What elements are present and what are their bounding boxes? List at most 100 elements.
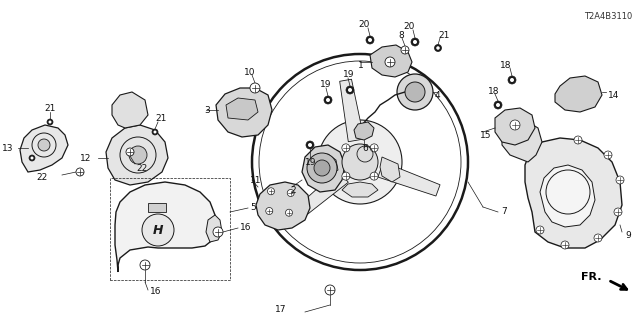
Circle shape — [436, 46, 440, 50]
Circle shape — [496, 103, 500, 107]
Polygon shape — [226, 98, 258, 120]
Text: FR.: FR. — [582, 272, 602, 282]
Polygon shape — [115, 182, 215, 272]
Text: 10: 10 — [244, 68, 255, 76]
Text: 11: 11 — [250, 175, 262, 185]
Circle shape — [342, 144, 378, 180]
Text: 20: 20 — [403, 21, 414, 30]
Text: 8: 8 — [398, 30, 404, 39]
Polygon shape — [378, 162, 440, 196]
Polygon shape — [555, 76, 602, 112]
Circle shape — [574, 136, 582, 144]
Circle shape — [342, 144, 350, 152]
Circle shape — [318, 120, 402, 204]
Text: 21: 21 — [438, 30, 449, 39]
Circle shape — [385, 57, 395, 67]
Polygon shape — [340, 79, 364, 142]
Circle shape — [213, 227, 223, 237]
Circle shape — [604, 151, 612, 159]
Circle shape — [401, 46, 409, 54]
Text: 13: 13 — [2, 143, 13, 153]
Circle shape — [413, 40, 417, 44]
Text: 18: 18 — [488, 86, 499, 95]
Circle shape — [397, 74, 433, 110]
Circle shape — [370, 144, 378, 152]
Polygon shape — [380, 157, 400, 182]
Polygon shape — [495, 108, 535, 145]
Circle shape — [325, 285, 335, 295]
Polygon shape — [106, 125, 168, 185]
Circle shape — [126, 148, 134, 156]
Circle shape — [324, 96, 332, 104]
Circle shape — [346, 86, 354, 94]
Circle shape — [266, 207, 273, 214]
Circle shape — [348, 88, 352, 92]
Circle shape — [268, 188, 275, 195]
Circle shape — [366, 36, 374, 44]
Polygon shape — [320, 154, 338, 174]
Text: 19: 19 — [305, 157, 317, 166]
Circle shape — [129, 146, 147, 164]
Polygon shape — [206, 215, 222, 242]
Text: 21: 21 — [155, 114, 166, 123]
Circle shape — [510, 78, 514, 82]
Polygon shape — [525, 138, 622, 248]
Polygon shape — [292, 170, 348, 220]
Polygon shape — [216, 88, 272, 137]
Text: 19: 19 — [320, 79, 332, 89]
Circle shape — [38, 139, 50, 151]
Circle shape — [76, 168, 84, 176]
Polygon shape — [342, 182, 378, 197]
Text: 16: 16 — [150, 287, 161, 297]
Polygon shape — [370, 45, 412, 77]
Circle shape — [405, 82, 425, 102]
Circle shape — [536, 226, 544, 234]
Circle shape — [308, 143, 312, 147]
Polygon shape — [112, 92, 148, 128]
Circle shape — [31, 156, 33, 159]
FancyBboxPatch shape — [148, 203, 166, 212]
Circle shape — [314, 160, 330, 176]
Text: T2A4B3110: T2A4B3110 — [584, 12, 632, 21]
Circle shape — [140, 260, 150, 270]
Text: 4: 4 — [435, 91, 440, 100]
Circle shape — [47, 119, 53, 125]
Circle shape — [154, 131, 157, 133]
Circle shape — [561, 241, 569, 249]
Circle shape — [250, 83, 260, 93]
Circle shape — [342, 172, 350, 180]
Polygon shape — [502, 120, 542, 162]
Text: 15: 15 — [480, 131, 492, 140]
Text: 19: 19 — [343, 69, 355, 78]
Circle shape — [368, 38, 372, 42]
Circle shape — [142, 214, 174, 246]
Circle shape — [152, 129, 158, 135]
Text: 3: 3 — [204, 106, 210, 115]
Circle shape — [616, 176, 624, 184]
Circle shape — [594, 234, 602, 242]
Text: 21: 21 — [44, 103, 56, 113]
Circle shape — [326, 98, 330, 102]
Text: H: H — [153, 223, 163, 236]
Text: 6: 6 — [362, 143, 368, 153]
Circle shape — [508, 76, 516, 84]
Text: 2: 2 — [290, 186, 296, 195]
Polygon shape — [256, 182, 310, 230]
Circle shape — [285, 209, 292, 216]
Text: 14: 14 — [608, 91, 620, 100]
Text: 16: 16 — [240, 223, 252, 233]
Polygon shape — [20, 125, 68, 172]
Circle shape — [411, 38, 419, 46]
Circle shape — [435, 44, 442, 52]
Circle shape — [510, 120, 520, 130]
Text: 12: 12 — [80, 154, 92, 163]
Text: 5: 5 — [250, 204, 256, 212]
Text: 20: 20 — [358, 20, 369, 28]
Circle shape — [29, 155, 35, 161]
Text: 22: 22 — [136, 164, 147, 172]
Circle shape — [306, 141, 314, 149]
Text: 22: 22 — [36, 172, 47, 181]
Text: 1: 1 — [358, 60, 364, 69]
Text: 17: 17 — [275, 306, 287, 315]
Circle shape — [49, 121, 51, 124]
